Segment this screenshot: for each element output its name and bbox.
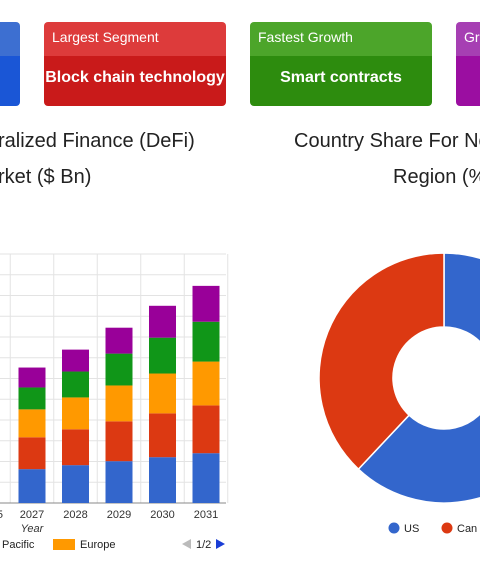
bar-segment-2030-1 xyxy=(149,413,176,458)
left-chart-title-line1: ralized Finance (DeFi) xyxy=(0,130,195,152)
kpi-card-head: Fastest Growth xyxy=(250,22,432,56)
left-chart-title-line2: rket ($ Bn) xyxy=(0,166,92,188)
right-chart-title-line1: Country Share For No xyxy=(294,130,480,152)
legend-prev-page-icon[interactable] xyxy=(182,539,191,549)
kpi-card-1-head xyxy=(0,22,20,56)
bar-segment-2028-2 xyxy=(62,397,89,430)
legend-label-europe: Europe xyxy=(80,539,115,551)
right-chart-title-line2: Region (% xyxy=(393,166,480,188)
bar-segment-2028-0 xyxy=(62,465,89,503)
bar-segment-2028-4 xyxy=(62,349,89,372)
kpi-card-head: Largest Segment xyxy=(44,22,226,56)
bar-segment-2028-1 xyxy=(62,429,89,466)
kpi-card-largest-segment: Largest Segment Block chain technology xyxy=(44,22,226,106)
kpi-card-value: Smart contracts xyxy=(250,56,432,106)
kpi-card-1-value xyxy=(0,56,20,106)
bar-segment-2029-1 xyxy=(105,421,133,462)
bar-segment-2031-2 xyxy=(192,361,220,406)
legend-label-pacific: Pacific xyxy=(2,539,35,551)
kpi-card-fastest-growth: Fastest Growth Smart contracts xyxy=(250,22,432,106)
bar-segment-2029-4 xyxy=(105,327,133,354)
bar-segment-2027-0 xyxy=(18,469,46,503)
bar-segment-2027-2 xyxy=(18,409,46,438)
bar-segment-2030-0 xyxy=(149,457,176,503)
x-axis-title: Year xyxy=(21,523,45,535)
kpi-card-head: Gr xyxy=(456,22,480,56)
legend-label-can: Can xyxy=(457,523,477,535)
donut-slice-us xyxy=(357,252,480,504)
x-tick-label: 2031 xyxy=(194,509,218,521)
bar-segment-2027-3 xyxy=(18,387,46,410)
donut-slice-can xyxy=(318,252,445,471)
x-tick-label: 2029 xyxy=(107,509,131,521)
bar-segment-2031-1 xyxy=(192,405,220,454)
kpi-card-value xyxy=(456,56,480,106)
bar-segment-2027-4 xyxy=(18,367,46,388)
bar-segment-2029-0 xyxy=(105,461,133,503)
bar-segment-2030-3 xyxy=(149,337,176,374)
legend-dot-can xyxy=(441,522,453,534)
bar-segment-2030-4 xyxy=(149,305,176,338)
bar-segment-2031-3 xyxy=(192,321,220,362)
bar-segment-2028-3 xyxy=(62,371,89,398)
legend-swatch-europe xyxy=(53,539,75,550)
bar-segment-2031-0 xyxy=(192,453,220,503)
legend-label-us: US xyxy=(404,523,419,535)
bar-segment-2029-2 xyxy=(105,385,133,422)
x-tick-label: 2027 xyxy=(20,509,44,521)
kpi-card-4: Gr xyxy=(456,22,480,106)
bar-segment-2027-1 xyxy=(18,437,46,470)
bar-segment-2029-3 xyxy=(105,353,133,386)
legend-dot-us xyxy=(388,522,400,534)
bar-segment-2030-2 xyxy=(149,373,176,414)
kpi-card-1 xyxy=(0,22,20,106)
legend-page-indicator: 1/2 xyxy=(196,539,211,551)
bar-segment-2031-4 xyxy=(192,285,220,322)
kpi-card-value: Block chain technology xyxy=(44,56,226,106)
x-tick-label: 2028 xyxy=(63,509,87,521)
legend-next-page-icon[interactable] xyxy=(216,539,225,549)
x-tick-label-partial: 5 xyxy=(0,509,3,521)
x-tick-label: 2030 xyxy=(150,509,174,521)
